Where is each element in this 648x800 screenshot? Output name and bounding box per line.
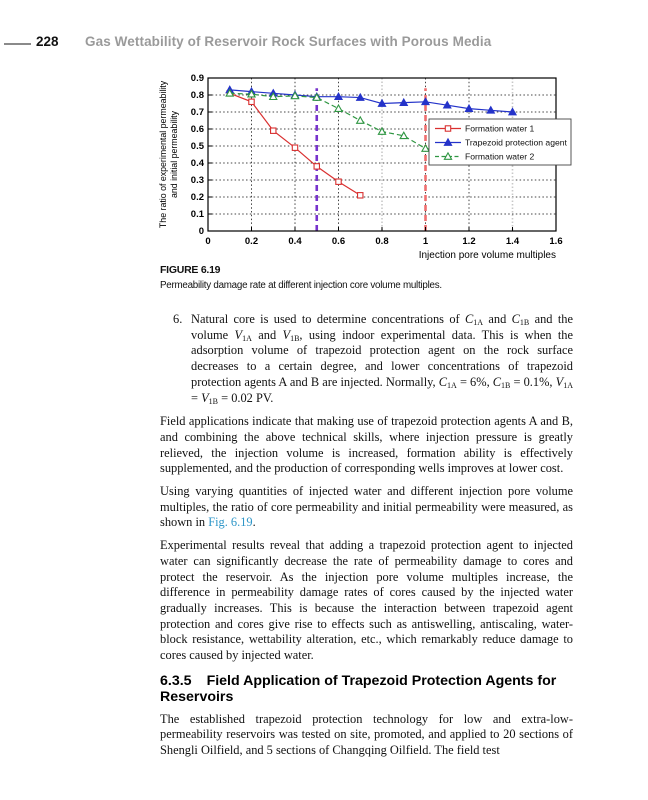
svg-text:0: 0 bbox=[199, 226, 204, 237]
svg-text:1.6: 1.6 bbox=[549, 236, 562, 247]
svg-text:0.8: 0.8 bbox=[375, 236, 388, 247]
paragraph-established-technology: The established trapezoid protection tec… bbox=[160, 711, 573, 758]
numbered-item-6: 6. Natural core is used to determine con… bbox=[160, 312, 573, 406]
svg-text:0.4: 0.4 bbox=[191, 158, 205, 169]
text-run: and bbox=[251, 327, 283, 342]
math-var: C1B bbox=[492, 374, 511, 390]
text-run: Natural core is used to determine concen… bbox=[191, 312, 466, 326]
svg-text:0.5: 0.5 bbox=[191, 141, 205, 152]
figure-caption: Permeability damage rate at different in… bbox=[160, 280, 442, 291]
y-axis-label: The ratio of experimental permeability an… bbox=[158, 80, 179, 228]
svg-text:1: 1 bbox=[423, 236, 429, 247]
paragraph-field-applications: Field applications indicate that making … bbox=[160, 414, 573, 476]
page-number: 228 bbox=[36, 34, 59, 49]
figure-chart-svg: 0 0.1 0.2 0.3 0.4 0.5 0.6 0.7 0.8 0.9 0 0.2 0.4 0.6 0.… bbox=[158, 73, 572, 261]
figure-6-19: 0 0.1 0.2 0.3 0.4 0.5 0.6 0.7 0.8 0.9 0 0.2 0.4 0.6 0.… bbox=[158, 64, 575, 266]
math-var: V1A bbox=[555, 374, 573, 390]
math-var: C1B bbox=[511, 312, 530, 327]
legend: Formation water 1 Trapezoid protection ag… bbox=[428, 118, 572, 166]
header-rule bbox=[4, 43, 31, 45]
item-text: Natural core is used to determine concen… bbox=[191, 312, 573, 406]
item-number: 6. bbox=[173, 312, 183, 326]
figure-label: FIGURE 6.19 bbox=[160, 264, 221, 276]
math-var: C1A bbox=[438, 374, 457, 390]
svg-text:0.8: 0.8 bbox=[191, 90, 204, 101]
svg-text:0.6: 0.6 bbox=[191, 124, 204, 135]
page-header: 228 Gas Wettability of Reservoir Rock Su… bbox=[0, 34, 648, 54]
section-heading-6-3-5: 6.3.5 Field Application of Trapezoid Prot… bbox=[160, 673, 573, 706]
svg-text:0: 0 bbox=[205, 236, 210, 247]
math-var: V1B bbox=[201, 390, 219, 406]
section-number: 6.3.5 bbox=[160, 672, 192, 689]
svg-text:0.2: 0.2 bbox=[245, 236, 258, 247]
math-var: C1A bbox=[465, 312, 484, 327]
paragraph-using-varying: Using varying quantities of injected wat… bbox=[160, 484, 573, 531]
math-var: V1A bbox=[234, 327, 252, 343]
running-title: Gas Wettability of Reservoir Rock Surfac… bbox=[85, 34, 492, 49]
tick-labels: 0 0.1 0.2 0.3 0.4 0.5 0.6 0.7 0.8 0.9 0 0.2 0.4 0.6 0.… bbox=[191, 73, 563, 247]
text-run: = 0.1%, bbox=[510, 374, 556, 389]
svg-text:The ratio of experimental perm: The ratio of experimental permeability bbox=[158, 80, 168, 228]
text-run: Using varying quantities of injected wat… bbox=[160, 484, 573, 530]
figure-caption-block: FIGURE 6.19 Permeability damage rate at … bbox=[160, 264, 573, 291]
math-var: V1B bbox=[282, 327, 300, 343]
section-title: Field Application of Trapezoid Protectio… bbox=[160, 672, 557, 706]
paragraph-experimental-results: Experimental results reveal that adding … bbox=[160, 538, 573, 663]
text-run: and bbox=[483, 312, 512, 326]
x-axis-label: Injection pore volume multiples bbox=[419, 250, 556, 261]
svg-text:0.7: 0.7 bbox=[191, 107, 204, 118]
legend-label: Trapezoid protection agent bbox=[465, 138, 568, 148]
legend-label: Formation water 2 bbox=[465, 152, 534, 162]
svg-text:1.2: 1.2 bbox=[462, 236, 475, 247]
text-run: = 0.02 PV. bbox=[218, 390, 274, 405]
text-run: = 6%, bbox=[456, 374, 493, 389]
svg-text:0.2: 0.2 bbox=[191, 192, 204, 203]
series-0 bbox=[226, 90, 364, 199]
text-run: = bbox=[191, 390, 202, 405]
svg-text:0.1: 0.1 bbox=[191, 209, 205, 220]
legend-label: Formation water 1 bbox=[465, 124, 534, 134]
text-run: . bbox=[252, 515, 256, 530]
text-run: , using indoor experimental data. This i… bbox=[191, 327, 574, 389]
svg-text:0.4: 0.4 bbox=[288, 236, 302, 247]
figure-reference-link[interactable]: Fig. 6.19 bbox=[208, 515, 253, 530]
text-column: 6. Natural core is used to determine con… bbox=[160, 312, 573, 766]
svg-text:1.4: 1.4 bbox=[506, 236, 520, 247]
svg-text:0.3: 0.3 bbox=[191, 175, 204, 186]
svg-text:and initial permeability: and initial permeability bbox=[169, 110, 179, 198]
svg-text:0.6: 0.6 bbox=[332, 236, 345, 247]
text-run: and the volume bbox=[191, 312, 573, 342]
svg-text:0.9: 0.9 bbox=[191, 73, 204, 84]
